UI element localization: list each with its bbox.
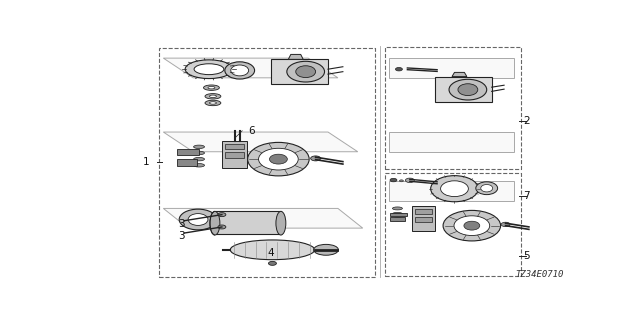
Ellipse shape: [287, 61, 324, 82]
Ellipse shape: [296, 66, 316, 77]
Ellipse shape: [314, 244, 339, 255]
Ellipse shape: [443, 210, 500, 241]
Circle shape: [218, 225, 226, 229]
Ellipse shape: [193, 151, 205, 155]
Ellipse shape: [193, 145, 205, 148]
Text: 2: 2: [523, 116, 530, 126]
Ellipse shape: [464, 221, 480, 230]
Ellipse shape: [248, 142, 309, 176]
Ellipse shape: [208, 86, 215, 89]
Circle shape: [405, 178, 414, 182]
Ellipse shape: [392, 218, 403, 221]
Ellipse shape: [481, 185, 493, 192]
Polygon shape: [163, 132, 358, 152]
Bar: [385, 173, 522, 276]
Polygon shape: [390, 213, 408, 216]
Ellipse shape: [231, 65, 249, 76]
Ellipse shape: [209, 102, 216, 104]
Circle shape: [501, 222, 510, 227]
Polygon shape: [177, 149, 199, 156]
Text: 1: 1: [143, 156, 149, 167]
Text: 3: 3: [179, 230, 185, 241]
Ellipse shape: [194, 64, 224, 75]
Polygon shape: [177, 159, 196, 166]
Ellipse shape: [276, 212, 286, 235]
Ellipse shape: [476, 182, 498, 195]
Polygon shape: [288, 54, 303, 59]
Circle shape: [269, 261, 276, 265]
Polygon shape: [225, 152, 244, 158]
Ellipse shape: [205, 93, 221, 99]
Polygon shape: [271, 59, 328, 84]
Ellipse shape: [230, 240, 315, 260]
Text: TZ34E0710: TZ34E0710: [515, 270, 564, 279]
Ellipse shape: [269, 154, 287, 164]
Ellipse shape: [392, 207, 403, 210]
Ellipse shape: [210, 212, 220, 235]
Polygon shape: [388, 132, 514, 152]
Ellipse shape: [188, 213, 208, 225]
Polygon shape: [415, 217, 432, 222]
Polygon shape: [388, 58, 514, 78]
Circle shape: [218, 213, 226, 217]
Ellipse shape: [205, 100, 221, 106]
Ellipse shape: [454, 216, 490, 236]
Polygon shape: [388, 181, 514, 201]
Ellipse shape: [179, 209, 217, 230]
Circle shape: [390, 178, 397, 182]
Text: 6: 6: [248, 126, 255, 136]
Text: 7: 7: [523, 191, 530, 201]
Ellipse shape: [431, 176, 478, 202]
Circle shape: [396, 68, 403, 71]
Polygon shape: [225, 144, 244, 149]
Ellipse shape: [449, 79, 487, 100]
Polygon shape: [390, 217, 405, 221]
Text: 5: 5: [523, 252, 530, 261]
Ellipse shape: [193, 157, 205, 161]
Text: 3: 3: [179, 220, 185, 229]
Bar: [159, 48, 375, 277]
Ellipse shape: [259, 148, 298, 170]
Ellipse shape: [440, 181, 468, 196]
Ellipse shape: [209, 95, 216, 98]
Ellipse shape: [458, 84, 478, 96]
Ellipse shape: [204, 85, 220, 90]
Polygon shape: [163, 208, 363, 228]
Polygon shape: [435, 76, 492, 102]
Ellipse shape: [225, 62, 255, 79]
Ellipse shape: [392, 212, 403, 215]
Circle shape: [310, 156, 321, 161]
Polygon shape: [452, 72, 467, 76]
Ellipse shape: [185, 60, 233, 79]
Polygon shape: [415, 209, 432, 214]
Ellipse shape: [193, 164, 205, 167]
Polygon shape: [163, 58, 338, 78]
Polygon shape: [215, 212, 281, 234]
Circle shape: [399, 180, 403, 182]
Text: 4: 4: [268, 248, 275, 258]
Bar: [385, 47, 522, 169]
Polygon shape: [222, 141, 247, 168]
Polygon shape: [412, 206, 435, 231]
